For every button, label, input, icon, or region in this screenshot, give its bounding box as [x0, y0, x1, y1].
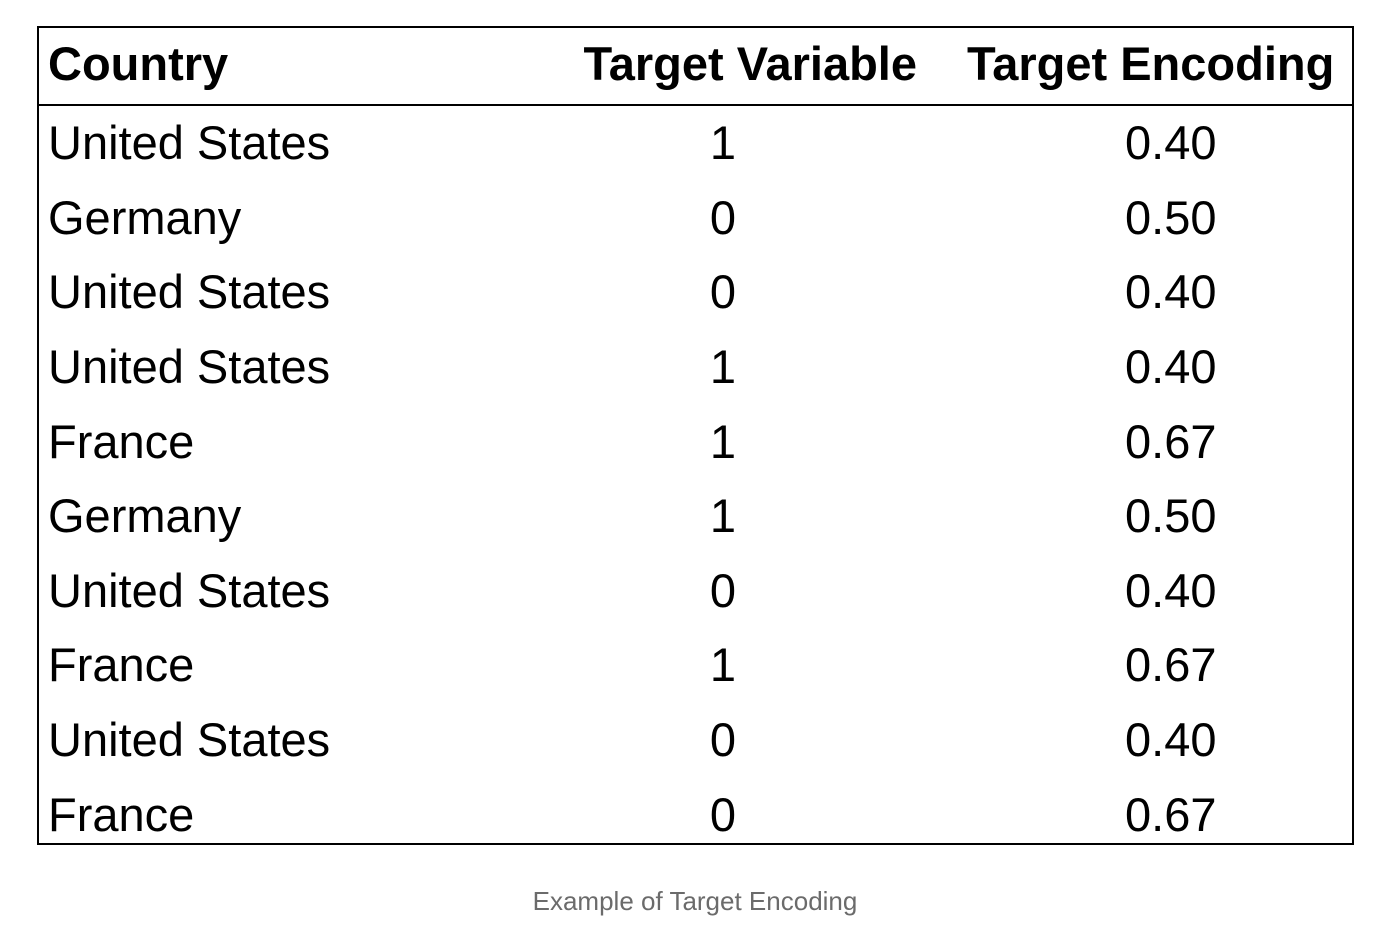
cell-target-variable: 1: [709, 116, 736, 170]
table-row: United States 1 0.40: [39, 105, 1352, 181]
cell-country: Germany: [48, 190, 242, 244]
column-header-target-encoding: Target Encoding: [917, 28, 1352, 106]
column-header-country: Country: [39, 28, 479, 106]
table-row: France 1 0.67: [39, 404, 1352, 479]
column-header-target-variable: Target Variable: [479, 28, 917, 106]
cell-country: United States: [48, 563, 331, 617]
table-row: Germany 1 0.50: [39, 479, 1352, 554]
cell-target-variable: 0: [709, 787, 736, 841]
cell-target-encoding: 0.40: [1125, 340, 1217, 394]
cell-target-encoding: 0.50: [1125, 190, 1217, 244]
table-row: United States 0 0.40: [39, 703, 1352, 778]
cell-target-encoding: 0.40: [1125, 265, 1217, 319]
cell-target-variable: 0: [709, 713, 736, 767]
table-row: Germany 0 0.50: [39, 181, 1352, 256]
cell-country: United States: [48, 116, 331, 170]
cell-target-encoding: 0.40: [1125, 116, 1217, 170]
table-body: United States 1 0.40 Germany 0 0.50 Unit…: [39, 105, 1352, 852]
cell-target-variable: 1: [709, 340, 736, 394]
table-row: France 0 0.67: [39, 777, 1352, 852]
cell-country: United States: [48, 713, 331, 767]
cell-target-variable: 1: [709, 638, 736, 692]
cell-target-encoding: 0.67: [1125, 638, 1217, 692]
table-row: United States 0 0.40: [39, 255, 1352, 330]
figure-caption: Example of Target Encoding: [532, 886, 858, 916]
target-encoding-table: Country Target Variable Target Encoding …: [37, 26, 1354, 845]
cell-target-encoding: 0.67: [1125, 787, 1217, 841]
cell-country: Germany: [48, 489, 242, 543]
table-row: United States 0 0.40: [39, 554, 1352, 629]
cell-target-variable: 0: [709, 265, 736, 319]
cell-target-variable: 0: [709, 563, 736, 617]
cell-target-variable: 1: [709, 414, 736, 468]
cell-country: United States: [48, 265, 331, 319]
cell-country: United States: [48, 340, 331, 394]
data-table: Country Target Variable Target Encoding …: [39, 28, 1352, 852]
cell-target-variable: 1: [709, 489, 736, 543]
table-row: United States 1 0.40: [39, 330, 1352, 405]
cell-target-encoding: 0.50: [1125, 489, 1217, 543]
cell-country: France: [48, 414, 195, 468]
header-row: Country Target Variable Target Encoding: [39, 28, 1352, 106]
cell-target-encoding: 0.67: [1125, 414, 1217, 468]
cell-target-encoding: 0.40: [1125, 713, 1217, 767]
cell-country: France: [48, 638, 195, 692]
cell-target-variable: 0: [709, 190, 736, 244]
table-row: France 1 0.67: [39, 628, 1352, 703]
table-header: Country Target Variable Target Encoding: [39, 28, 1352, 106]
cell-target-encoding: 0.40: [1125, 563, 1217, 617]
cell-country: France: [48, 787, 195, 841]
